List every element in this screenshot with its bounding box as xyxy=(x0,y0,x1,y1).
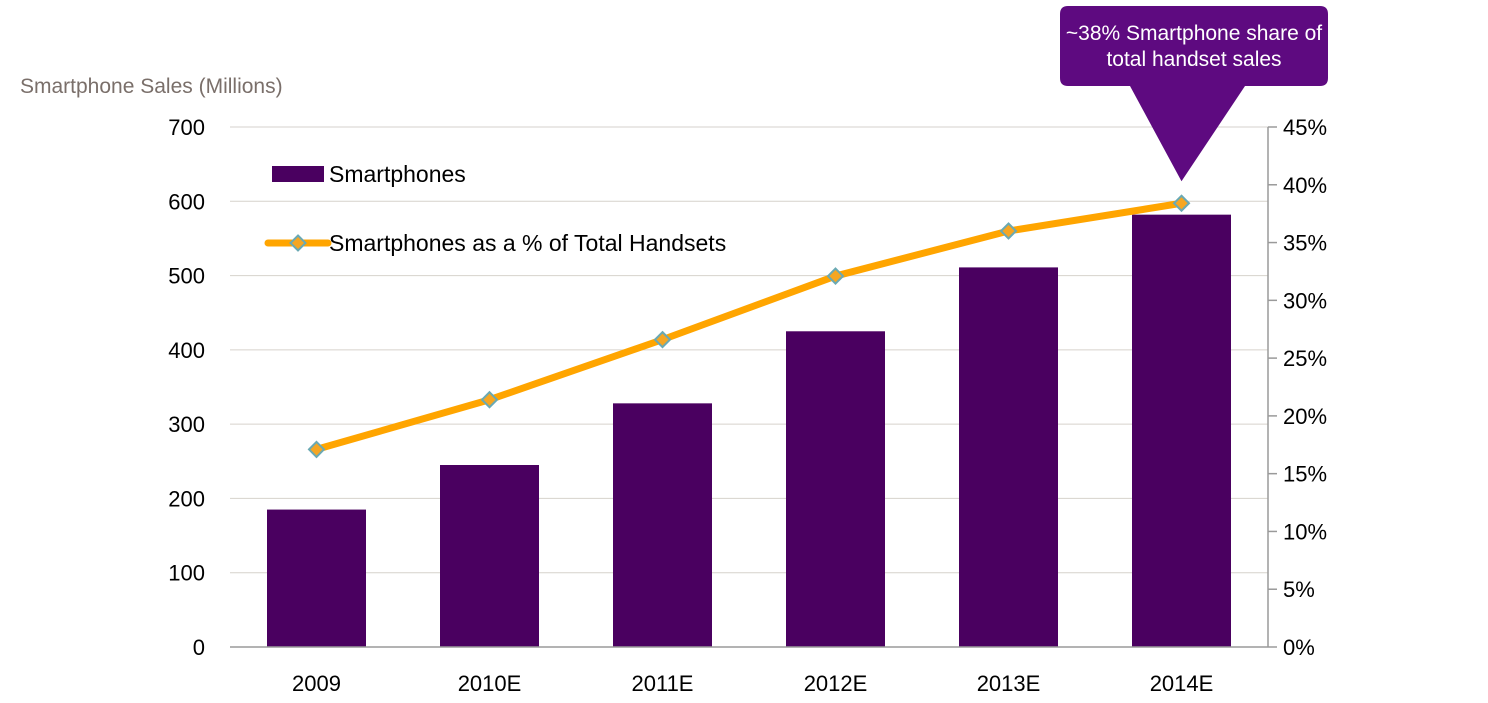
y-tick-label: 200 xyxy=(168,486,205,511)
x-tick-label: 2011E xyxy=(632,671,694,696)
bar-2011E xyxy=(613,403,712,647)
callout: ~38% Smartphone share of total handset s… xyxy=(1060,6,1328,182)
y-tick-label: 700 xyxy=(168,115,205,140)
legend-label-percentage: Smartphones as a % of Total Handsets xyxy=(329,230,726,256)
y2-tick-label: 40% xyxy=(1283,173,1327,198)
bar-2013E xyxy=(959,267,1058,647)
y2-axis-ticks: 0% 5% 10% 15% 20% 25% 30% 35% 40% 45% xyxy=(1283,115,1327,660)
y-tick-label: 0 xyxy=(193,635,205,660)
y-tick-label: 600 xyxy=(168,189,205,214)
y2-tick-label: 20% xyxy=(1283,404,1327,429)
line-marker-2011E xyxy=(653,330,672,349)
callout-line-2: total handset sales xyxy=(1106,48,1281,71)
axes xyxy=(230,126,1277,648)
percentage-line xyxy=(313,199,1185,453)
callout-line-1: ~38% Smartphone share of xyxy=(1066,22,1322,45)
legend: Smartphones Smartphones as a % of Total … xyxy=(264,161,726,256)
legend-swatch-smartphones xyxy=(272,166,324,182)
callout-shape xyxy=(1060,6,1328,182)
y-axis-title: Smartphone Sales (Millions) xyxy=(20,75,283,98)
y-tick-label: 400 xyxy=(168,338,205,363)
bar-series xyxy=(267,214,1231,647)
line-series xyxy=(307,194,1191,459)
y2-tick-label: 0% xyxy=(1283,635,1315,660)
y2-tick-label: 10% xyxy=(1283,519,1327,544)
x-tick-label: 2014E xyxy=(1150,671,1214,696)
y2-tick-label: 5% xyxy=(1283,577,1315,602)
legend-label-smartphones: Smartphones xyxy=(329,161,466,187)
legend-marker xyxy=(289,234,307,252)
y2-tick-label: 25% xyxy=(1283,346,1327,371)
y2-tick-label: 35% xyxy=(1283,231,1327,256)
line-marker-2009 xyxy=(307,440,326,459)
bar-2010E xyxy=(440,465,539,647)
y-axis-ticks: 0 100 200 300 400 500 600 700 xyxy=(168,115,205,660)
y2-tick-label: 30% xyxy=(1283,288,1327,313)
y2-tick-label: 15% xyxy=(1283,462,1327,487)
x-axis-ticks: 2009 2010E 2011E 2012E 2013E 2014E xyxy=(292,671,1213,696)
y-tick-label: 300 xyxy=(168,412,205,437)
bar-2012E xyxy=(786,331,885,647)
y2-tick-label: 45% xyxy=(1283,115,1327,140)
line-marker-2014E xyxy=(1172,194,1191,213)
y-tick-label: 100 xyxy=(168,561,205,586)
bar-2009 xyxy=(267,509,366,647)
line-marker-2010E xyxy=(480,390,499,409)
line-marker-2013E xyxy=(999,222,1018,240)
line-marker-2012E xyxy=(826,267,845,285)
y-tick-label: 500 xyxy=(168,264,205,289)
x-tick-label: 2010E xyxy=(458,671,522,696)
x-tick-label: 2013E xyxy=(977,671,1041,696)
x-tick-label: 2009 xyxy=(292,671,341,696)
gridlines xyxy=(230,126,1268,574)
x-tick-label: 2012E xyxy=(804,671,868,696)
bar-2014E xyxy=(1132,214,1231,647)
